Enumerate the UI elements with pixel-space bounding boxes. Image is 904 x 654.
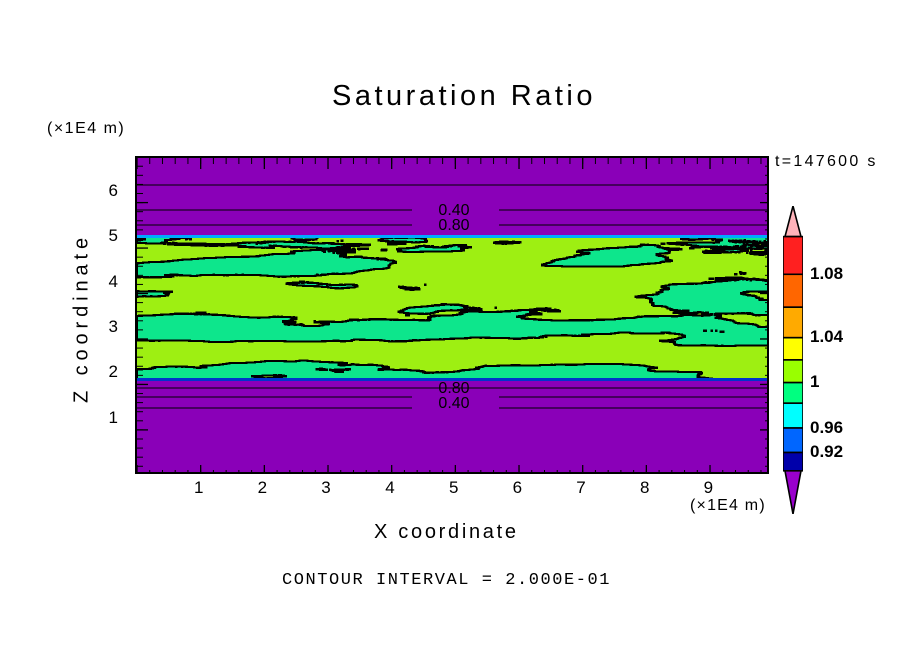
svg-text:0.40: 0.40 [438, 395, 469, 412]
svg-text:0.80: 0.80 [438, 217, 469, 234]
